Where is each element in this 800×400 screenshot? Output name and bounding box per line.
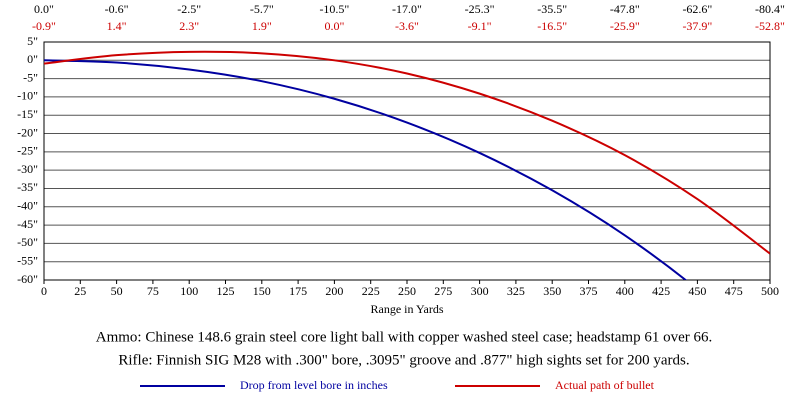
plot-border [43, 41, 771, 281]
y-tick-label: -35" [17, 180, 38, 194]
legend-label: Actual path of bullet [555, 378, 655, 392]
value-label: -5.7" [250, 2, 274, 16]
value-label: -10.5" [319, 2, 349, 16]
value-label: -3.6" [395, 19, 419, 33]
x-tick-label: 250 [398, 284, 416, 298]
x-tick-label: 200 [325, 284, 343, 298]
y-tick-label: 0" [27, 52, 38, 66]
value-label: -35.5" [537, 2, 567, 16]
y-tick-label: 5" [27, 34, 38, 48]
annotation: Ammo: Chinese 148.6 grain steel core lig… [96, 329, 713, 345]
value-label: -0.9" [32, 19, 56, 33]
y-tick-label: -50" [17, 235, 38, 249]
y-tick-label: -15" [17, 107, 38, 121]
x-tick-label: 375 [580, 284, 598, 298]
x-tick-label: 425 [652, 284, 670, 298]
legend-label: Drop from level bore in inches [240, 378, 388, 392]
x-tick-label: 175 [289, 284, 307, 298]
value-label: 1.4" [107, 19, 127, 33]
x-tick-label: 75 [147, 284, 159, 298]
x-tick-label: 325 [507, 284, 525, 298]
series-line [44, 59, 688, 280]
y-tick-label: -10" [17, 89, 38, 103]
value-label: 0.0" [324, 19, 344, 33]
value-label: -25.9" [610, 19, 640, 33]
y-tick-label: -30" [17, 162, 38, 176]
y-tick-label: -55" [17, 253, 38, 267]
annotation: Rifle: Finnish SIG M28 with .300" bore, … [118, 352, 689, 368]
y-tick-label: -60" [17, 272, 38, 286]
x-tick-label: 450 [688, 284, 706, 298]
x-tick-label: 500 [761, 284, 779, 298]
y-tick-label: -5" [23, 70, 38, 84]
value-label: 2.3" [179, 19, 199, 33]
value-label: -47.8" [610, 2, 640, 16]
value-label: -17.0" [392, 2, 422, 16]
x-tick-label: 125 [217, 284, 235, 298]
x-tick-label: 50 [111, 284, 123, 298]
y-tick-label: -40" [17, 199, 38, 213]
value-label: -16.5" [537, 19, 567, 33]
value-label: -80.4" [755, 2, 785, 16]
x-tick-label: 25 [74, 284, 86, 298]
value-label: 1.9" [252, 19, 272, 33]
value-label: -9.1" [468, 19, 492, 33]
value-label: 0.0" [34, 2, 54, 16]
x-tick-label: 350 [543, 284, 561, 298]
y-tick-label: -45" [17, 217, 38, 231]
x-tick-label: 275 [434, 284, 452, 298]
value-label: -37.9" [682, 19, 712, 33]
x-tick-label: 100 [180, 284, 198, 298]
value-label: -52.8" [755, 19, 785, 33]
value-label: -62.6" [682, 2, 712, 16]
x-tick-label: 0 [41, 284, 47, 298]
x-tick-label: 300 [471, 284, 489, 298]
series-line [44, 50, 770, 255]
value-label: -2.5" [177, 2, 201, 16]
x-tick-label: 150 [253, 284, 271, 298]
y-tick-label: -20" [17, 125, 38, 139]
value-label: -0.6" [105, 2, 129, 16]
x-axis-label: Range in Yards [370, 302, 443, 316]
x-tick-label: 225 [362, 284, 380, 298]
x-tick-label: 400 [616, 284, 634, 298]
x-tick-label: 475 [725, 284, 743, 298]
value-label: -25.3" [465, 2, 495, 16]
y-tick-label: -25" [17, 144, 38, 158]
